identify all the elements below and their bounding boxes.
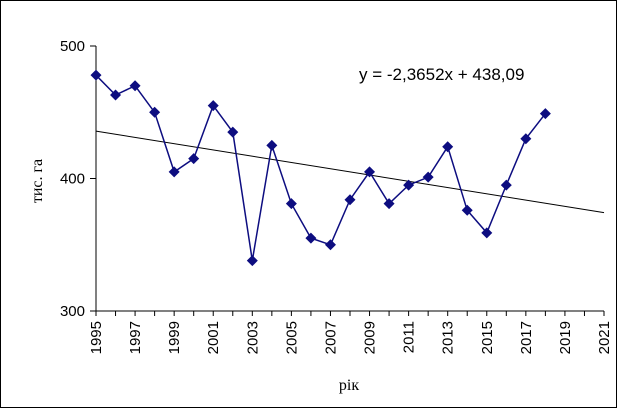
trend-line [95, 130, 605, 214]
x-tick-label: 2017 [518, 321, 535, 354]
data-point-marker [227, 126, 239, 138]
data-point-marker [461, 204, 473, 216]
data-point-marker [403, 179, 415, 191]
data-point-marker [266, 139, 278, 151]
x-tick-label: 2013 [440, 321, 457, 354]
data-point-marker [149, 106, 161, 118]
data-point-marker [110, 89, 122, 101]
x-axis-title: рік [339, 377, 359, 394]
data-point-marker [305, 232, 317, 244]
data-point-marker [90, 69, 102, 81]
series-line [95, 74, 546, 261]
x-tick-label: 1999 [166, 321, 183, 354]
data-point-marker [246, 255, 258, 267]
trend-line-group [95, 130, 605, 214]
y-tick-label: 500 [60, 38, 85, 55]
data-point-marker [520, 133, 532, 145]
x-tick-label: 2005 [283, 321, 300, 354]
x-tick-label: 1995 [88, 321, 105, 354]
y-tick-label: 400 [60, 171, 85, 188]
data-point-marker [383, 198, 395, 210]
y-tick-label: 300 [60, 303, 85, 320]
x-tick-label: 2001 [205, 321, 222, 354]
x-tick-label: 2007 [322, 321, 339, 354]
trend-equation-label: y = -2,3652x + 438,09 [359, 65, 524, 84]
x-tick-label: 2009 [362, 321, 379, 354]
data-point-marker [207, 100, 219, 112]
data-point-marker [129, 80, 141, 92]
x-tick-label: 2015 [479, 321, 496, 354]
x-tick-label: 1997 [127, 321, 144, 354]
y-axis-title: тис. га [29, 159, 46, 203]
series-group [90, 69, 551, 267]
x-tick-label: 2021 [596, 321, 613, 354]
data-point-marker [324, 239, 336, 251]
data-point-marker [481, 227, 493, 239]
data-point-marker [442, 141, 454, 153]
tick-labels: 300 400 500 1995 1997 1999 2001 2003 2005 2007 200… [60, 38, 613, 354]
x-tick-label: 2011 [401, 321, 418, 353]
data-point-marker [188, 153, 200, 165]
data-point-marker [539, 108, 551, 120]
axes [90, 45, 605, 316]
x-tick-label: 2003 [244, 321, 261, 354]
x-tick-label: 2019 [557, 321, 574, 354]
data-point-marker [285, 198, 297, 210]
data-point-marker [168, 166, 180, 178]
data-point-marker [344, 194, 356, 206]
data-point-marker [422, 171, 434, 183]
data-point-marker [500, 179, 512, 191]
data-point-marker [364, 166, 376, 178]
